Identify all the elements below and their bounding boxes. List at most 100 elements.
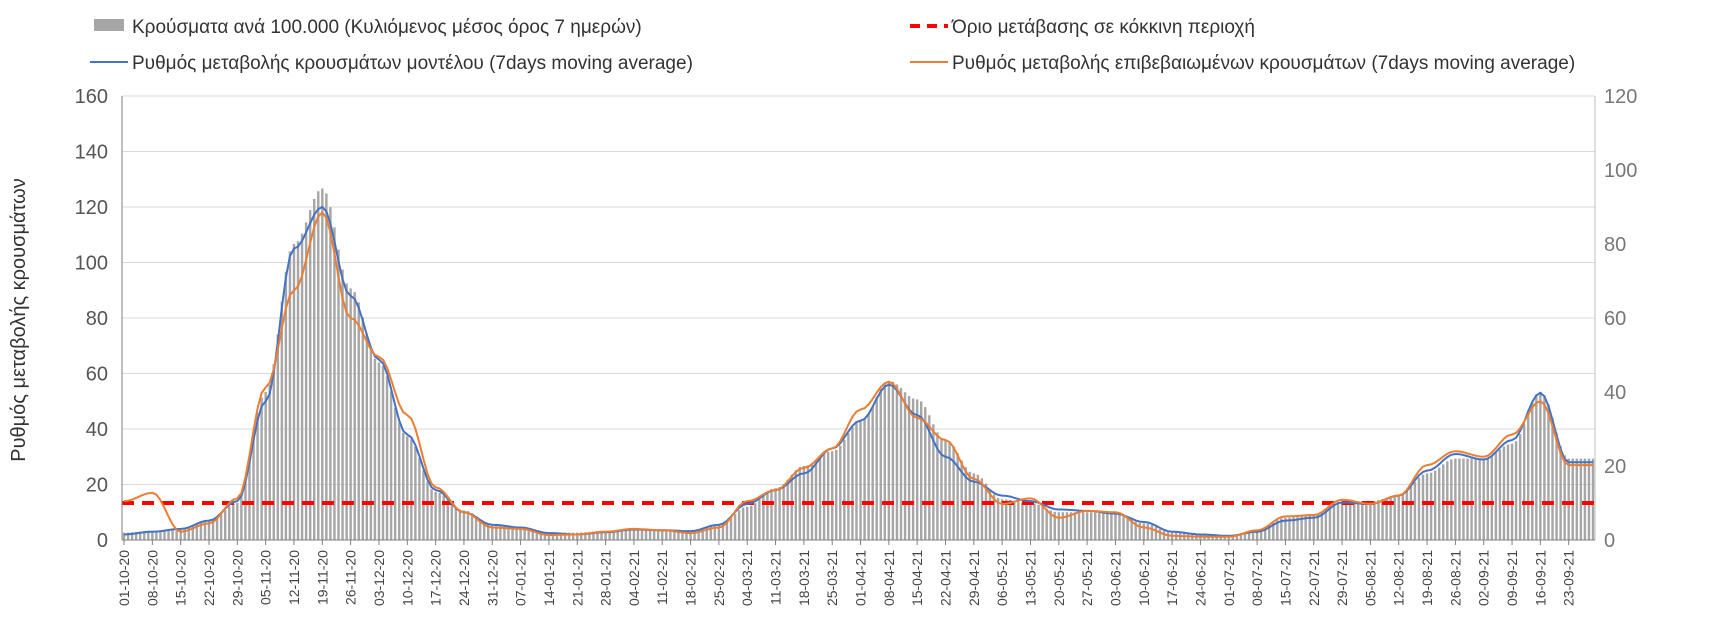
bar: [1494, 452, 1498, 540]
bar: [701, 528, 704, 540]
bar: [450, 503, 454, 540]
x-tick-label: 12-08-21: [1391, 550, 1407, 606]
bar: [980, 478, 984, 540]
bar: [130, 532, 134, 540]
bar: [414, 446, 417, 540]
bar: [539, 531, 543, 540]
bar: [236, 503, 239, 540]
bar: [592, 531, 595, 540]
bar: [333, 227, 336, 540]
bar: [972, 473, 976, 540]
bar: [871, 405, 874, 540]
bar: [462, 510, 466, 540]
bar: [1559, 446, 1562, 540]
bar: [1393, 495, 1396, 540]
bar: [406, 436, 409, 540]
bar: [183, 528, 186, 540]
bar: [1162, 530, 1166, 540]
bar: [191, 526, 195, 540]
bar: [1033, 503, 1036, 540]
bar: [1458, 458, 1461, 540]
bar: [1308, 514, 1311, 540]
bar: [389, 391, 393, 540]
bar: [175, 528, 178, 540]
bar: [584, 532, 587, 540]
bar: [1126, 517, 1129, 540]
bar: [1081, 512, 1085, 540]
bar: [968, 471, 971, 540]
bar: [1462, 458, 1465, 540]
bar: [296, 241, 300, 540]
axes: 0 20 40 60 80 100 120 140 160 0 20 40 60 80 100 120 01-1…: [75, 86, 1638, 606]
bar: [717, 525, 721, 540]
x-tick-label: 01-07-21: [1221, 550, 1237, 606]
bar: [1421, 474, 1425, 540]
bar: [491, 525, 494, 540]
bar: [1000, 499, 1004, 540]
line-series: [123, 205, 1593, 538]
x-tick-label: 24-06-21: [1192, 550, 1208, 606]
bar: [1069, 512, 1073, 540]
y-right-tick-label: 60: [1604, 308, 1626, 330]
bar: [1470, 458, 1473, 540]
x-tick-label: 19-11-20: [314, 550, 330, 605]
y-right-tick-label: 0: [1604, 530, 1615, 552]
x-tick-label: 25-03-21: [824, 550, 840, 606]
bar: [1098, 512, 1101, 540]
bar: [155, 530, 158, 540]
bar: [1251, 530, 1255, 540]
bar: [705, 527, 708, 540]
x-tick-label: 15-04-21: [909, 550, 925, 606]
x-tick-label: 10-06-21: [1136, 550, 1152, 606]
x-tick-label: 16-09-21: [1532, 550, 1548, 606]
x-tick-label: 11-02-21: [654, 550, 670, 605]
bar: [1272, 522, 1275, 540]
bar: [1146, 523, 1150, 540]
bar: [992, 494, 996, 540]
bar: [1085, 512, 1089, 540]
bar: [798, 467, 802, 540]
bar: [1518, 434, 1522, 540]
bar: [410, 439, 413, 540]
bar: [644, 529, 648, 540]
bar: [244, 482, 247, 540]
bar: [1312, 514, 1315, 540]
bar: [924, 407, 927, 540]
x-tick-label: 08-10-20: [144, 550, 160, 606]
bar: [397, 422, 401, 540]
bar: [337, 249, 340, 540]
bar: [1531, 401, 1534, 540]
bar: [883, 382, 887, 540]
bar: [1522, 423, 1526, 540]
bar: [195, 524, 199, 540]
bar: [288, 251, 292, 540]
y-right-tick-label: 100: [1604, 160, 1637, 182]
bar: [1478, 458, 1481, 540]
bar: [1527, 412, 1530, 540]
bar: [1021, 502, 1024, 540]
bar: [693, 530, 696, 540]
bar: [527, 528, 530, 540]
model-rate-line: [123, 205, 1593, 537]
bar: [268, 384, 271, 540]
bar: [442, 495, 445, 540]
bar: [920, 401, 923, 540]
bar: [1304, 514, 1307, 540]
x-tick-label: 19-08-21: [1419, 550, 1435, 606]
bar: [203, 521, 207, 540]
bar: [762, 495, 765, 540]
bar: [1324, 509, 1328, 540]
bar: [677, 530, 680, 540]
bar: [944, 440, 947, 540]
bar: [143, 531, 146, 540]
bar: [523, 527, 526, 540]
bar: [1118, 514, 1121, 540]
bar: [1498, 449, 1502, 540]
bar: [895, 384, 899, 540]
bar: [1575, 458, 1579, 540]
bar: [507, 526, 510, 540]
bar: [1255, 530, 1259, 540]
bar: [1409, 486, 1413, 540]
bar: [1017, 501, 1020, 540]
y-left-tick-label: 120: [75, 197, 108, 219]
